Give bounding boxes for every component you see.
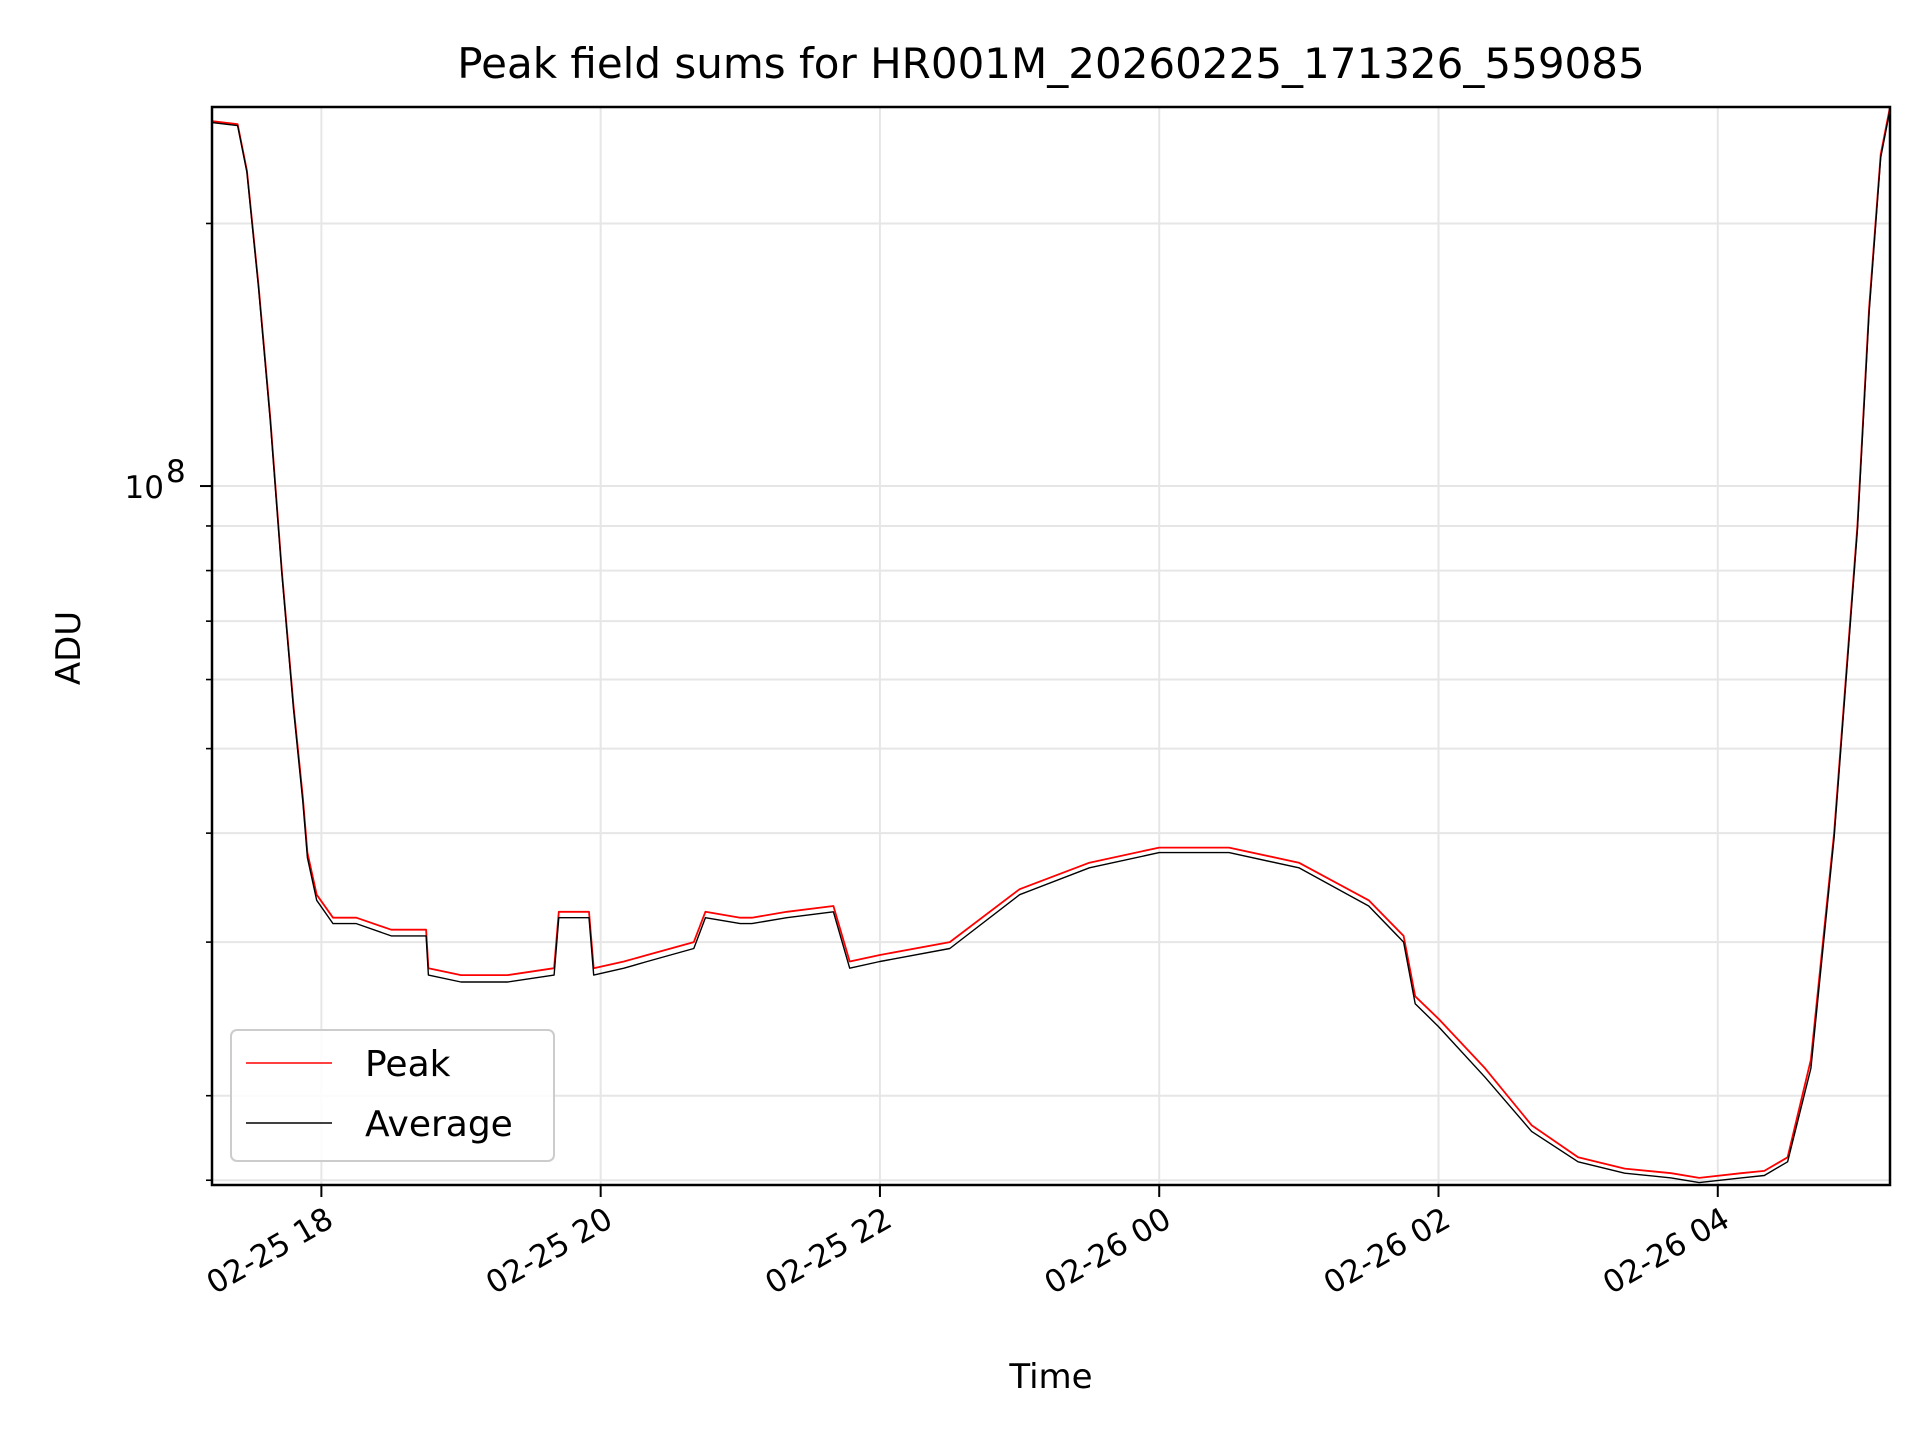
series-line-average <box>211 109 1891 1184</box>
series-line-peak <box>211 106 1891 1179</box>
y-axis-label: ADU <box>49 611 89 685</box>
x-axis-label: Time <box>1008 1357 1092 1397</box>
legend-label-average: Average <box>365 1104 513 1145</box>
plot-area-background <box>212 107 1890 1185</box>
legend-label-peak: Peak <box>365 1044 451 1085</box>
y-tick-label-exponent: 8 <box>166 454 186 490</box>
legend: Peak Average <box>230 1029 555 1162</box>
series-layer <box>211 106 1891 1184</box>
y-tick-label: 10 <box>125 470 164 506</box>
chart-title: Peak field sums for HR001M_20260225_1713… <box>457 39 1644 88</box>
plot-frame <box>210 105 1892 1187</box>
